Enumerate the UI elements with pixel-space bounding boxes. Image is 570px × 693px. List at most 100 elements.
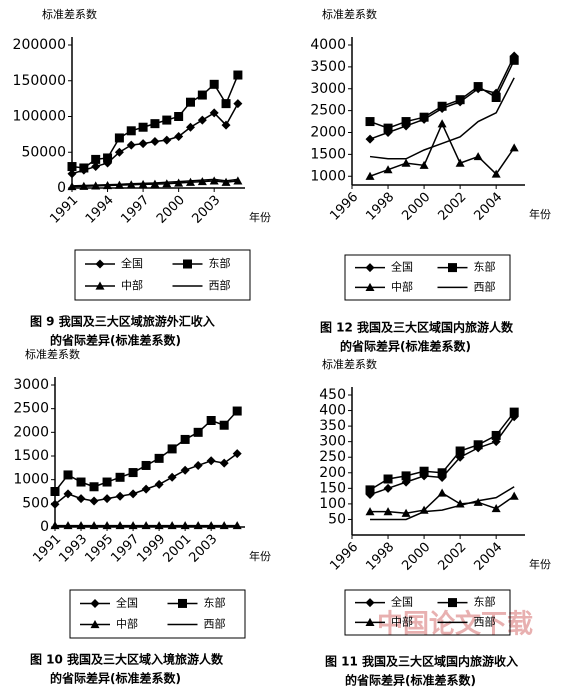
marker (50, 499, 60, 509)
legend-label: 东部 (474, 260, 496, 274)
marker (232, 521, 242, 530)
marker (419, 466, 429, 476)
marker (221, 99, 231, 109)
marker (79, 163, 89, 173)
marker (91, 162, 101, 172)
marker (232, 449, 242, 459)
y-tick-label: 1000 (13, 472, 49, 488)
x-tick-label: 1998 (363, 540, 397, 574)
caption: 的省际差异(标准差系数) (50, 333, 181, 348)
marker (89, 521, 99, 530)
marker (206, 456, 216, 466)
marker (437, 468, 447, 478)
marker (150, 137, 160, 147)
x-tick-label: 2000 (399, 540, 433, 574)
legend-label: 东部 (204, 595, 226, 609)
legend-marker (90, 598, 100, 608)
legend-box (344, 589, 511, 636)
y-tick-label: 2500 (13, 401, 49, 417)
y-tick-label: 1500 (13, 448, 49, 464)
x-axis-label: 年份 (529, 207, 551, 221)
caption: 图 9 我国及三大区域旅游外汇收入 (30, 314, 215, 329)
y-tick-label: 400 (319, 403, 346, 419)
marker (128, 489, 138, 499)
marker (491, 504, 501, 513)
marker (180, 465, 190, 475)
marker (491, 430, 501, 440)
legend-label: 中部 (116, 617, 138, 631)
y-tick-label: 1500 (310, 146, 346, 162)
marker (167, 472, 177, 482)
marker (126, 140, 136, 150)
legend-label: 西部 (204, 617, 226, 631)
y-tick-label: 3000 (13, 377, 49, 393)
x-axis-label: 年份 (249, 210, 271, 224)
y-tick-label: 150000 (13, 73, 66, 89)
marker (419, 160, 429, 169)
marker (115, 521, 125, 530)
y-axis-label: 标准差系数 (322, 7, 377, 21)
marker (383, 483, 393, 493)
marker (114, 133, 124, 143)
marker (67, 162, 77, 172)
legend-box (69, 589, 246, 639)
x-tick-label: 1991 (47, 193, 81, 227)
marker (115, 491, 125, 501)
x-tick-label: 1995 (82, 532, 116, 566)
marker (509, 55, 519, 65)
marker (193, 521, 203, 530)
x-tick-label: 2004 (471, 190, 505, 224)
marker (473, 497, 483, 506)
legend-marker (365, 263, 375, 273)
marker (221, 120, 231, 130)
marker (491, 93, 501, 102)
legend-label: 全国 (116, 595, 138, 609)
marker (63, 521, 73, 530)
y-axis-label: 标准差系数 (25, 347, 80, 361)
y-tick-label: 300 (319, 434, 346, 450)
caption: 图 11 我国及三大区域国内旅游收入 (325, 654, 518, 669)
legend-marker (90, 620, 100, 629)
marker (401, 508, 411, 517)
series-line (370, 486, 515, 521)
y-tick-label: 450 (319, 387, 346, 403)
x-axis-label: 年份 (249, 549, 271, 563)
marker (233, 70, 243, 80)
y-tick-label: 2500 (310, 103, 346, 119)
marker (141, 521, 151, 530)
marker (193, 427, 203, 437)
x-tick-label: 2004 (471, 540, 505, 574)
x-tick-label: 1998 (363, 190, 397, 224)
marker (209, 176, 219, 185)
y-tick-label: 0 (57, 180, 66, 196)
marker (473, 152, 483, 161)
marker (437, 101, 447, 111)
marker (197, 90, 207, 100)
marker (401, 471, 411, 481)
marker (138, 139, 148, 149)
x-tick-label: 2003 (189, 193, 223, 227)
y-tick-label: 1000 (310, 168, 346, 184)
marker (219, 458, 229, 468)
marker (50, 487, 60, 496)
x-tick-label: 2001 (160, 532, 194, 566)
y-tick-label: 50000 (21, 144, 66, 160)
marker (76, 494, 86, 504)
marker (455, 158, 465, 167)
legend-box (74, 249, 251, 301)
y-tick-label: 2000 (13, 424, 49, 440)
marker (180, 434, 190, 444)
caption: 的省际差异(标准差系数) (50, 671, 181, 686)
marker (383, 123, 393, 133)
legend-box (344, 254, 511, 301)
marker (63, 470, 73, 480)
marker (114, 147, 124, 157)
x-tick-label: 1997 (118, 193, 152, 227)
marker (174, 178, 184, 187)
marker (233, 99, 243, 109)
marker (365, 171, 375, 180)
marker (232, 406, 242, 416)
y-tick-label: 250 (319, 449, 346, 465)
marker (76, 521, 86, 530)
marker (197, 115, 207, 125)
